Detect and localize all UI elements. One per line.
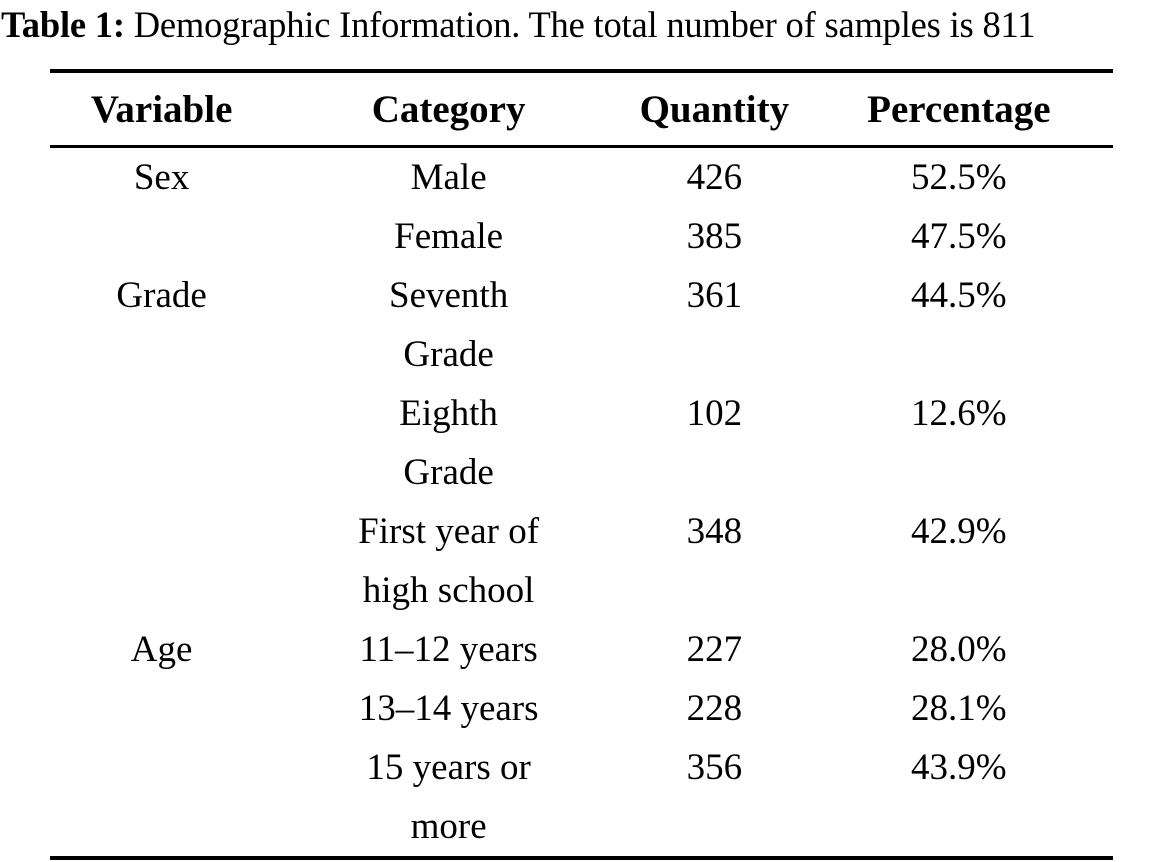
cell-category: 11–12 years — [359, 629, 538, 670]
table-row: First year of high school 348 42.9% — [50, 502, 1113, 620]
cell-variable: Sex — [133, 157, 190, 198]
column-header-percentage: Percentage — [867, 87, 1051, 131]
cell-percentage: 44.5% — [911, 275, 1007, 316]
cell-quantity: 102 — [686, 393, 743, 434]
cell-quantity: 426 — [686, 157, 743, 198]
cell-category: First year of high school — [358, 511, 540, 611]
table-row: 15 years or more 356 43.9% — [50, 738, 1113, 856]
cell-quantity: 228 — [686, 688, 743, 729]
cell-category: 15 years or more — [366, 747, 531, 847]
cell-quantity: 227 — [686, 629, 743, 670]
demographics-table: Variable Category Quantity Percentage Se… — [50, 69, 1113, 860]
column-header-quantity: Quantity — [639, 87, 790, 131]
table-caption: Table 1: Demographic Information. The to… — [1, 2, 1162, 48]
cell-quantity: 385 — [686, 216, 743, 257]
cell-percentage: 43.9% — [911, 747, 1007, 788]
cell-category: Female — [394, 216, 504, 257]
cell-category: Male — [410, 157, 487, 198]
table-row: Sex Male 426 52.5% — [50, 148, 1113, 207]
cell-quantity: 348 — [686, 511, 743, 552]
cell-variable: Age — [130, 629, 193, 670]
cell-percentage: 52.5% — [911, 157, 1007, 198]
table-header-row: Variable Category Quantity Percentage — [50, 73, 1113, 145]
cell-category: 13–14 years — [358, 688, 539, 729]
table-caption-text: Demographic Information. The total numbe… — [124, 4, 1036, 45]
column-header-variable: Variable — [90, 87, 233, 131]
column-header-category: Category — [371, 87, 526, 131]
cell-percentage: 12.6% — [911, 393, 1007, 434]
table-body: Sex Male 426 52.5% Female 385 47.5% Grad… — [50, 148, 1113, 856]
table-row: Eighth Grade 102 12.6% — [50, 384, 1113, 502]
table-row: Age 11–12 years 227 28.0% — [50, 620, 1113, 679]
table-row: 13–14 years 228 28.1% — [50, 679, 1113, 738]
cell-category: Eighth Grade — [399, 393, 498, 493]
table-row: Grade Seventh Grade 361 44.5% — [50, 266, 1113, 384]
table-header-rule — [50, 145, 1113, 148]
cell-quantity: 361 — [686, 275, 743, 316]
cell-variable: Grade — [116, 275, 207, 316]
table-top-rule — [50, 69, 1113, 73]
table-row: Female 385 47.5% — [50, 207, 1113, 266]
table-bottom-rule — [50, 856, 1113, 860]
cell-quantity: 356 — [686, 747, 743, 788]
table-caption-label: Table 1: — [1, 4, 125, 45]
cell-percentage: 42.9% — [911, 511, 1007, 552]
cell-percentage: 28.1% — [911, 688, 1007, 729]
cell-percentage: 28.0% — [911, 629, 1007, 670]
cell-percentage: 47.5% — [911, 216, 1007, 257]
cell-category: Seventh Grade — [389, 275, 509, 375]
